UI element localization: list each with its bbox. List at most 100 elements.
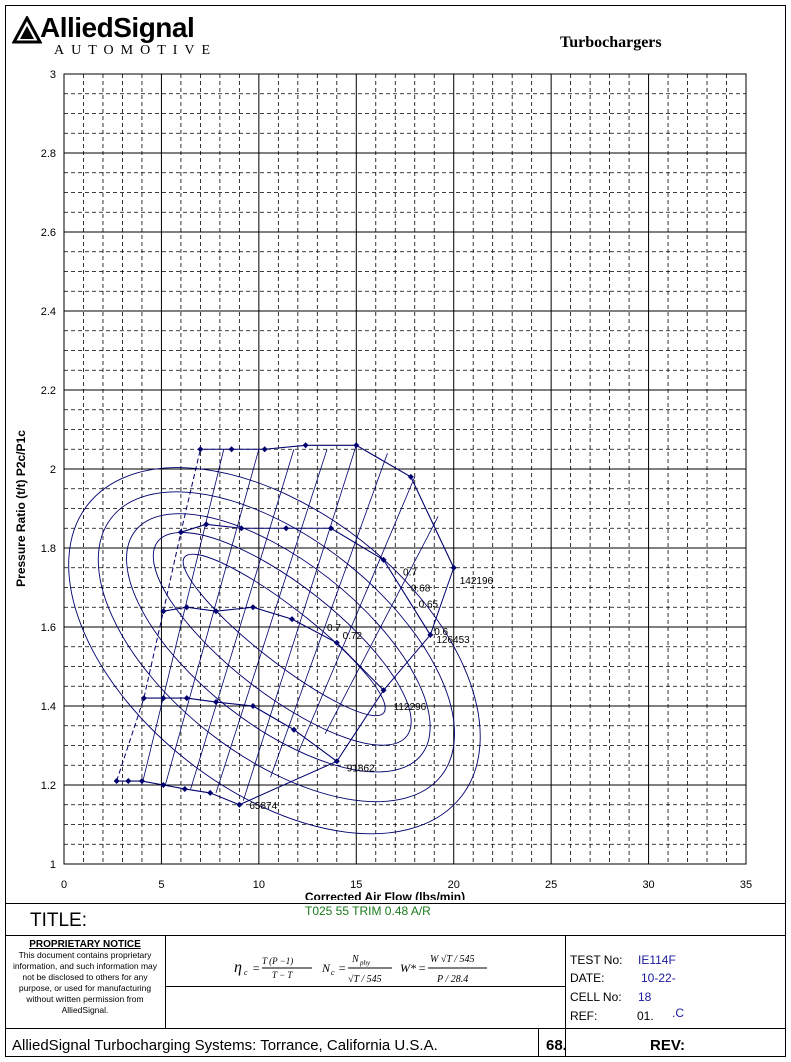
data-point (250, 703, 257, 709)
compressor-map-chart: 0 5 10 15 20 25 30 35 1 1.2 1.4 1.6 1.8 2 2.2 2.4 2.6 2.8… (14, 69, 752, 900)
efficiency-label: 0.6 (434, 627, 448, 638)
chart-grid (63, 73, 747, 865)
cell-number-label: CELL No: (570, 990, 622, 1004)
y-axis-label: Pressure Ratio (t/t) P2c/P1c (14, 430, 28, 587)
efficiency-contour (68, 467, 481, 835)
data-point (212, 699, 219, 706)
efficiency-label: 0.7 (327, 623, 341, 634)
data-point (113, 778, 120, 785)
cell-number-value: 18 (638, 990, 652, 1004)
speed-line-91862 (140, 695, 340, 765)
svg-text:N: N (321, 961, 331, 975)
svg-text:c: c (244, 968, 248, 977)
data-point (450, 564, 457, 571)
y-tick-label: 2.4 (41, 306, 56, 318)
page-frame (5, 5, 786, 1057)
y-tick-label: 1 (50, 859, 56, 871)
speed-line-65874 (113, 778, 243, 808)
chart-subtitle: T025 55 TRIM 0.48 A/R (305, 904, 431, 918)
data-point (353, 442, 360, 449)
svg-text:c: c (331, 968, 335, 977)
data-point (427, 631, 434, 638)
x-tick-label: 25 (545, 879, 557, 891)
y-tick-label: 3 (50, 69, 56, 81)
surge-line (116, 449, 201, 782)
svg-text:W*: W* (400, 961, 416, 975)
date-value: 10-22- (641, 971, 676, 985)
x-tick-label: 35 (740, 879, 752, 891)
logo-word: AlliedSignal (40, 12, 195, 43)
svg-text:=: = (418, 961, 426, 975)
footer-number: 68. (546, 1037, 567, 1054)
speed-label: 142196 (460, 576, 494, 587)
notice-title: PROPRIETARY NOTICE (29, 939, 141, 950)
logo-subtitle: AUTOMOTIVE (54, 43, 218, 58)
speed-label: 91862 (347, 763, 375, 774)
y-tick-label: 1.6 (41, 622, 56, 634)
logo-mark-icon (12, 16, 42, 44)
x-tick-label: 30 (642, 879, 654, 891)
data-point (140, 695, 147, 702)
svg-text:=: = (252, 961, 260, 975)
data-point (380, 687, 387, 694)
y-tick-label: 2.2 (41, 385, 56, 397)
ref-label: REF: (570, 1009, 598, 1023)
speed-label: 112296 (394, 702, 427, 713)
svg-text:W √T / 545: W √T / 545 (430, 954, 474, 965)
data-point (250, 604, 257, 611)
y-tick-label: 1.4 (41, 701, 56, 713)
divider-mid (5, 935, 786, 936)
divider-info (565, 935, 566, 1057)
data-point (236, 801, 243, 808)
title-label: TITLE: (30, 910, 88, 931)
x-tick-label: 15 (350, 879, 362, 891)
data-point (183, 695, 190, 702)
efficiency-label: 0.65 (419, 599, 439, 610)
plot-border (63, 73, 747, 865)
efficiency-contour (97, 491, 455, 803)
data-point (181, 785, 188, 792)
efficiency-label: 0.7 (403, 568, 417, 579)
test-number-value: IE114F (638, 953, 676, 967)
x-tick-label: 10 (253, 879, 265, 891)
y-tick-label: 1.2 (41, 780, 56, 792)
test-number-label: TEST No: (570, 953, 623, 967)
data-point (228, 446, 235, 453)
speed-guide-line (190, 449, 295, 790)
svg-text:=: = (338, 961, 346, 975)
y-tick-label: 2 (50, 464, 56, 476)
ref-value-suffix: .C (672, 1006, 684, 1020)
speed-guide-line (297, 476, 416, 754)
data-point (203, 521, 210, 528)
svg-text:√T / 545: √T / 545 (348, 974, 382, 985)
footer-company: AlliedSignal Turbocharging Systems: Torr… (12, 1037, 438, 1054)
data-point (407, 473, 414, 480)
x-tick-label: 5 (158, 879, 164, 891)
data-point (333, 758, 340, 765)
divider-notice (165, 935, 166, 1028)
speed-line-112296 (160, 604, 387, 694)
speed-guide-line (270, 453, 388, 778)
x-axis-label: Corrected Air Flow (lbs/min) (305, 890, 465, 900)
data-point (183, 604, 190, 611)
speed-label: 126453 (436, 635, 470, 646)
svg-text:phy: phy (359, 959, 371, 967)
speed-lines (113, 442, 457, 808)
data-point (177, 529, 184, 536)
speed-label: 65874 (249, 801, 277, 812)
x-tick-label: 20 (448, 879, 460, 891)
data-point (160, 608, 167, 615)
speed-line-path (180, 523, 431, 636)
ref-value: 01. (637, 1009, 654, 1023)
data-point (125, 778, 132, 785)
data-point (207, 789, 214, 796)
data-point (288, 616, 295, 623)
speed-guide-line (324, 516, 439, 734)
svg-text:T − T: T − T (272, 970, 293, 980)
svg-text:η: η (234, 959, 242, 976)
efficiency-label: 0.72 (343, 631, 363, 642)
speed-line-126453 (177, 521, 434, 638)
footer-revision: REV: (650, 1037, 686, 1054)
divider-bottom (5, 1028, 786, 1029)
divider-formula (165, 986, 565, 987)
